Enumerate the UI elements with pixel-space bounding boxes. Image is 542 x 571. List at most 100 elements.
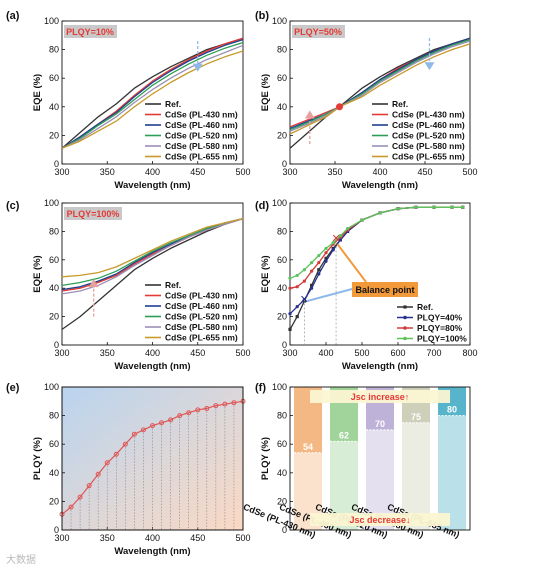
panel-b-legend-label-4: CdSe (PL-580 nm) <box>392 141 465 151</box>
panel-d-series-3 <box>289 206 463 279</box>
panel-e-point-7 <box>122 441 128 447</box>
panel-e-ytick-label-2: 40 <box>49 468 59 478</box>
panel-a-xtick-label-2: 400 <box>145 167 160 177</box>
panel-a-legend-label-3: CdSe (PL-520 nm) <box>165 131 238 141</box>
panel-d-series-3-point-10 <box>378 211 382 215</box>
panel-d-xtick-label-5: 800 <box>462 348 477 358</box>
panel-e-point-3 <box>86 483 92 489</box>
panel-d-series-3-point-6 <box>331 241 335 245</box>
panel-d-series-3-point-15 <box>461 205 465 209</box>
panel-c-ytick-label-3: 60 <box>49 255 59 265</box>
panel-c-legend-label-1: CdSe (PL-430 nm) <box>165 291 238 301</box>
panel-b-series-3 <box>289 38 471 131</box>
panel-d-legend-marker-2 <box>403 326 407 330</box>
panel-a-xtick-label-1: 350 <box>100 167 115 177</box>
panel-e-point-2 <box>77 494 83 500</box>
panel-c-series-5 <box>61 217 244 278</box>
panel-b-ytick-label-5: 100 <box>272 16 287 26</box>
panel-d-legend-label-2: PLQY=80% <box>417 323 463 333</box>
panel-b-xtick-label-4: 500 <box>462 167 477 177</box>
panel-e-label: (e) <box>6 382 20 394</box>
panel-a-legend-label-2: CdSe (PL-460 nm) <box>165 120 238 130</box>
panel-b-legend-label-1: CdSe (PL-430 nm) <box>392 110 465 120</box>
panel-a-legend-label-0: Ref. <box>165 99 181 109</box>
panel-f-banner-bottom <box>310 513 450 526</box>
panel-d-highlight-0: ✕ <box>300 294 309 306</box>
panel-d-ytick-label-1: 20 <box>277 312 287 322</box>
panel-f-annotation-1: Jsc decrease↓ <box>349 515 410 525</box>
panel-a: 300 350 400 450 500 0 20 40 60 80 100 Wavelength (n… <box>32 16 251 191</box>
balance-point-box <box>352 282 418 297</box>
panel-f-banner-top <box>310 390 450 403</box>
panel-a-legend-label-5: CdSe (PL-655 nm) <box>165 152 238 162</box>
panel-d-series-3-point-5 <box>324 246 328 251</box>
panel-b-xlabel: Wavelength (nm) <box>342 180 418 191</box>
panel-e-xtick-label-4: 500 <box>235 533 250 543</box>
panel-f-ytick-label-1: 20 <box>277 496 287 506</box>
panel-d-xtick-label-4: 700 <box>426 348 441 358</box>
panel-e-plot-bg <box>62 387 243 530</box>
panel-e-xtick-label-0: 300 <box>54 533 69 543</box>
panel-f-ylabel: PLQY (%) <box>260 437 271 480</box>
panel-d-ytick-label-3: 60 <box>277 255 287 265</box>
panel-f-ytick-label-3: 60 <box>277 439 287 449</box>
panel-c-series-4 <box>61 217 244 295</box>
panel-d-series-2-point-5 <box>324 251 328 255</box>
panel-b: 300 350 400 450 500 0 20 40 60 80 100 Wavelength (n… <box>260 16 478 191</box>
panel-e-ytick-label-0: 0 <box>54 525 59 535</box>
panel-b-xtick-label-1: 350 <box>327 167 342 177</box>
panel-f-frame <box>289 386 471 531</box>
panel-d-series-2-point-2 <box>302 279 306 283</box>
panel-f-bar-bottom-3 <box>402 422 430 530</box>
panel-e-point-16 <box>204 405 210 411</box>
panel-c-legend-label-2: CdSe (PL-460 nm) <box>165 301 238 311</box>
panel-d-series-3-point-12 <box>414 205 418 209</box>
panel-d: 300 400 500 600 700 800 0 20 40 60 80 100 Wavelength… <box>260 198 478 372</box>
panel-d-legend-marker-1 <box>403 315 407 320</box>
panel-d-series-3-point-4 <box>317 253 321 258</box>
panel-d-series-3-point-3 <box>310 261 314 265</box>
panel-d-label: (d) <box>255 200 269 212</box>
panel-c-tag-bg <box>64 207 122 220</box>
panel-e-point-9 <box>140 427 146 433</box>
panel-f-ytick-label-5: 100 <box>272 382 287 392</box>
panel-d-series-1-point-1 <box>295 305 299 309</box>
panel-f-annotation-0: Jsc increase↑ <box>351 392 410 402</box>
panel-e-point-10 <box>150 423 155 429</box>
panel-b-ytick-label-0: 0 <box>282 159 287 169</box>
panel-d-ytick-label-5: 100 <box>272 198 287 208</box>
panel-d-series-1-point-5 <box>324 259 328 263</box>
panel-a-xtick-label-4: 500 <box>235 167 250 177</box>
panel-a-label: (a) <box>6 10 20 22</box>
panel-b-legend-label-2: CdSe (PL-460 nm) <box>392 120 465 130</box>
panel-f-value-0: 54 <box>303 442 313 452</box>
panel-d-series-2-point-0 <box>288 286 292 290</box>
panel-c-legend-label-5: CdSe (PL-655 nm) <box>165 333 238 343</box>
balance-point-label: Balance point <box>355 285 414 295</box>
panel-a-ytick-label-5: 100 <box>44 16 59 26</box>
panel-b-arrow-0-head <box>304 110 315 119</box>
panel-b-xtick-label-0: 300 <box>282 167 297 177</box>
panel-e: 300 350 400 450 500 0 20 40 60 80 100 Wavelength (n… <box>32 382 251 557</box>
panel-d-legend-label-0: Ref. <box>417 302 433 312</box>
panel-b-legend-label-5: CdSe (PL-655 nm) <box>392 152 465 162</box>
panel-e-xtick-label-3: 450 <box>190 533 205 543</box>
panel-d-series-3-point-9 <box>360 218 364 222</box>
panel-a-xlabel: Wavelength (nm) <box>114 180 190 191</box>
panel-f-bar-bottom-4 <box>438 415 466 530</box>
panel-e-point-4 <box>95 471 101 477</box>
panel-d-series-3-point-8 <box>346 226 350 231</box>
panel-a-ytick-label-1: 20 <box>49 130 59 140</box>
panel-c-xtick-label-3: 450 <box>190 348 205 358</box>
panel-a-xtick-label-0: 300 <box>54 167 69 177</box>
panel-b-ytick-label-4: 80 <box>277 45 287 55</box>
panel-e-frame-top <box>61 386 244 531</box>
panel-e-point-6 <box>113 451 119 457</box>
panel-a-series-0 <box>61 37 244 149</box>
panel-b-ytick-label-1: 20 <box>277 130 287 140</box>
panel-c-tag: PLQY=100% <box>67 209 120 219</box>
panel-c-xtick-label-2: 400 <box>145 348 160 358</box>
panel-f-ytick-label-0: 0 <box>282 525 287 535</box>
panel-b-series-4 <box>289 40 471 132</box>
panel-d-ytick-label-4: 80 <box>277 226 287 236</box>
